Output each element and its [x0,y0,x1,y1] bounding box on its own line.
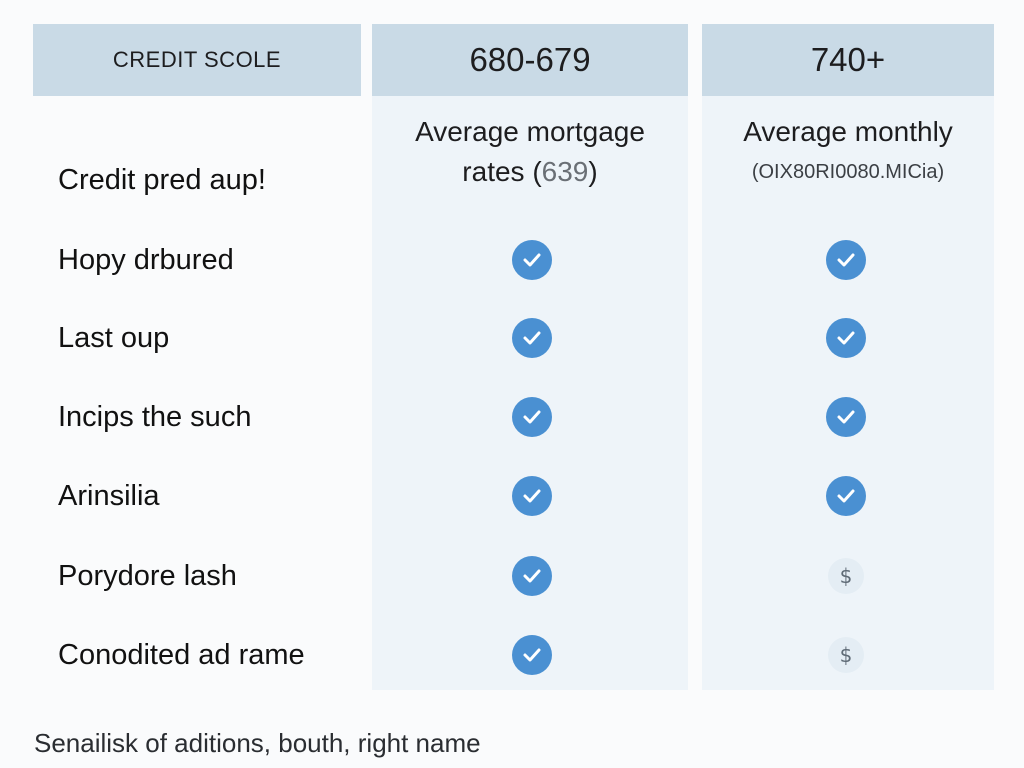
check-icon [512,476,552,516]
subhead-average-mortgage-line2: rates (639) [372,152,688,192]
check-icon [512,635,552,675]
subhead-rates-value: 639 [541,156,589,187]
check-icon [512,240,552,280]
row-label: Credit pred aup! [58,164,266,196]
row-label: Arinsilia [58,480,160,512]
header-680-679: 680-679 [372,24,688,96]
row-label: Porydore lash [58,560,237,592]
check-icon [826,240,866,280]
subhead-average-mortgage-line1: Average mortgage [415,116,645,147]
row-label: Last oup [58,322,170,354]
check-icon [826,397,866,437]
row-label: Conodited ad rame [58,639,305,671]
subhead-rates-prefix: rates ( [462,156,542,187]
subhead-average-monthly-line2: (OIX80RI0080.MICia) [751,161,945,183]
subhead-average-mortgage: Average mortgage rates (639) [372,112,688,192]
check-icon [512,556,552,596]
row-label: Hopy drbured [58,244,234,276]
dollar-icon: $ [828,637,864,673]
subhead-rates-suffix: ) [588,156,598,187]
subhead-average-monthly-line1: Average monthly [743,116,953,147]
check-icon [512,397,552,437]
footer-note: Senailisk of aditions, bouth, right name [34,728,481,758]
header-credit-score: CREDIT SCOLE [33,24,361,96]
header-680-679-label: 680-679 [469,41,591,78]
dollar-icon: $ [828,558,864,594]
check-icon [512,318,552,358]
check-icon [826,476,866,516]
header-740-plus: 740+ [702,24,994,96]
row-label: Incips the such [58,401,252,433]
check-icon [826,318,866,358]
header-740-plus-label: 740+ [810,41,886,78]
subhead-average-monthly: Average monthly (OIX80RI0080.MICia) [702,112,994,192]
header-credit-score-label: CREDIT SCOLE [112,47,282,72]
